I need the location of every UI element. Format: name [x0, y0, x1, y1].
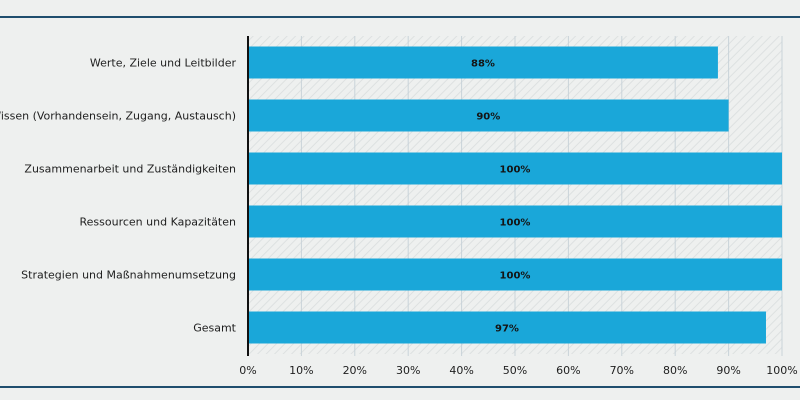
data-label: 100% — [500, 271, 531, 282]
data-label: 100% — [500, 165, 531, 176]
data-label: 100% — [500, 218, 531, 229]
data-label: 88% — [471, 59, 495, 70]
bar — [248, 311, 766, 344]
bar — [248, 205, 782, 238]
category-label: Zusammenarbeit und Zuständigkeiten — [24, 163, 236, 176]
x-tick-label: 10% — [289, 364, 313, 377]
category-labels: Werte, Ziele und Leitbilder Wissen (Vorha… — [0, 57, 237, 335]
bottom-rule — [0, 386, 800, 388]
category-label: Gesamt — [193, 322, 236, 335]
x-tick-labels: 0% 10% 20% 30% 40% 50% 60% 70% 80% 90% 100% — [239, 364, 797, 377]
x-tick-label: 80% — [663, 364, 687, 377]
bar — [248, 46, 718, 79]
x-tick-label: 30% — [396, 364, 420, 377]
data-label: 90% — [476, 112, 500, 123]
category-label: Strategien und Maßnahmenumsetzung — [21, 269, 236, 282]
x-tick-label: 40% — [449, 364, 473, 377]
category-label: Werte, Ziele und Leitbilder — [90, 57, 237, 70]
data-labels: 88% 90% 100% 100% 100% 97% — [471, 59, 530, 335]
bars — [248, 46, 782, 344]
bar — [248, 258, 782, 291]
data-label: 97% — [495, 324, 519, 335]
top-rule — [0, 16, 800, 18]
bar — [248, 152, 782, 185]
category-label: Wissen (Vorhandensein, Zugang, Austausch… — [0, 110, 236, 123]
gridlines — [300, 36, 783, 356]
x-tick-label: 70% — [610, 364, 634, 377]
x-tick-label: 100% — [766, 364, 797, 377]
bar — [248, 99, 729, 132]
category-label: Ressourcen und Kapazitäten — [80, 216, 237, 229]
x-tick-label: 0% — [239, 364, 256, 377]
x-tick-label: 60% — [556, 364, 580, 377]
x-tick-label: 50% — [503, 364, 527, 377]
x-tick-label: 90% — [716, 364, 740, 377]
x-tick-label: 20% — [343, 364, 367, 377]
